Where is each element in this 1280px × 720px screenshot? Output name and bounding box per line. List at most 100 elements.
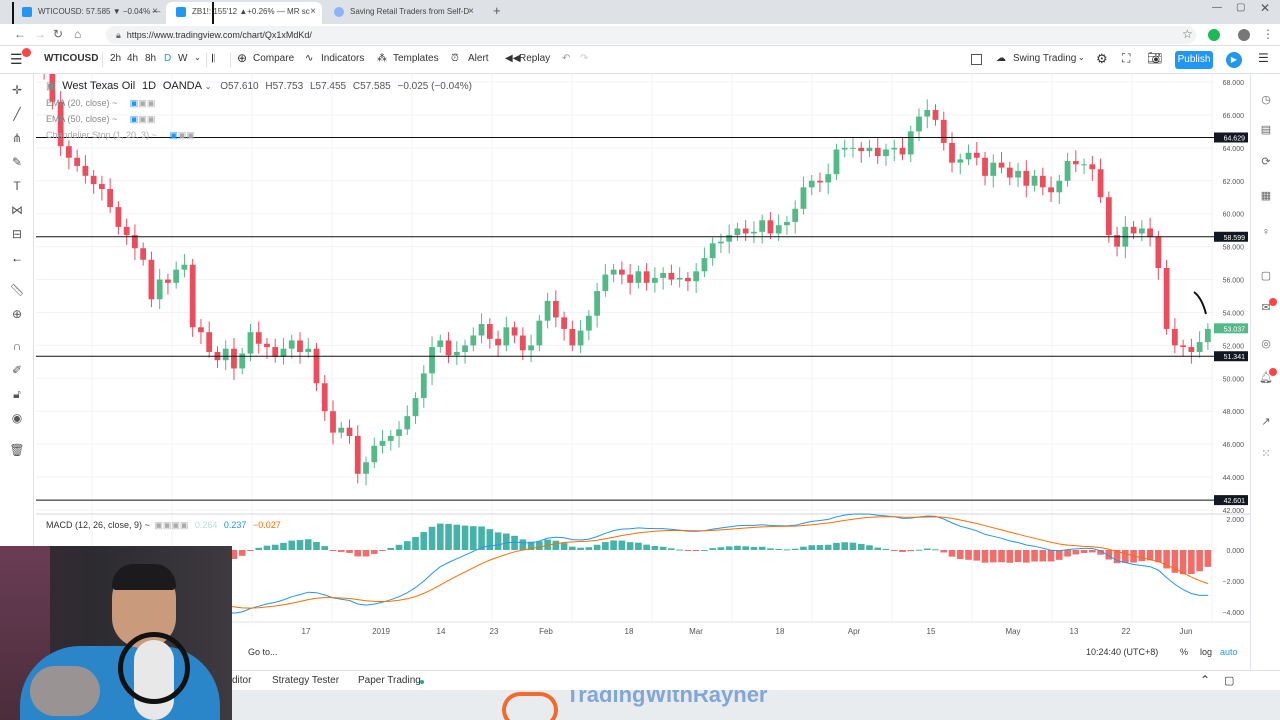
chat-icon[interactable]: ▢ [1260,270,1272,282]
hotlist-icon[interactable]: ⟳ [1261,156,1271,168]
window-maximize-icon[interactable]: ▢ [1236,2,1246,13]
window-minimize-icon[interactable]: — [1212,2,1222,13]
percent-scale-toggle[interactable]: % [1180,647,1189,657]
magnet-icon[interactable]: ∩ [12,339,22,353]
window-close-icon[interactable]: ✕ [1260,1,1271,15]
replay-icon[interactable]: ◀◀ [505,53,521,64]
study-settings-icon[interactable]: ▣▣ [138,98,156,108]
study-settings-icon[interactable]: ▣▣ [177,130,195,140]
study-controls-icon[interactable]: ▣ [169,130,178,140]
study-legend-chandelier[interactable]: Chandelier Stop (1, 20, 3) ~ ▣▣▣ [46,130,195,141]
tab-close-icon[interactable]: × [310,6,316,17]
cloud-icon[interactable]: ☁︎ [996,53,1006,64]
profile-avatar[interactable] [1238,29,1250,41]
fullscreen-checkbox-icon[interactable] [971,54,982,65]
interval-d[interactable]: D [164,53,172,64]
lock-icon[interactable]: 🔓︎ [13,387,21,401]
bookmark-star-icon[interactable]: ☆ [1182,27,1193,41]
symbol-search-input[interactable]: WTICOUSD [44,53,99,64]
home-icon[interactable]: ⌂ [74,27,82,41]
undo-icon[interactable]: ↶ [562,53,571,64]
back-arrow-icon[interactable]: ← [11,251,23,265]
browser-tab-3[interactable]: Saving Retail Traders from Self-D × [324,2,480,24]
fullscreen-icon[interactable]: ⛶ [1122,51,1131,65]
trend-line-icon[interactable]: ╱ [13,107,21,121]
collapse-panel-icon[interactable]: ⌃ [1200,673,1211,687]
hamburger-menu-icon[interactable]: ☰ [10,51,23,67]
timezone-clock[interactable]: 10:24:40 (UTC+8) [1086,647,1159,657]
back-arrow-icon[interactable]: ← [14,27,26,41]
eye-icon[interactable]: ◉ [11,411,23,425]
price-level-label: 51.341 [1224,354,1246,361]
live-stream-icon[interactable]: ▶ [1226,52,1242,68]
study-controls-icon[interactable]: ▣ [129,98,139,108]
tab-strategy-tester[interactable]: Strategy Tester [272,675,340,686]
zoom-in-icon[interactable]: ⊕ [11,307,23,321]
pattern-icon[interactable]: ⋈ [11,203,23,217]
clock-icon[interactable]: ◷ [1261,94,1271,106]
indicators-button[interactable]: Indicators [321,53,365,64]
tab-paper-trading[interactable]: Paper Trading [358,675,421,686]
apps-grid-icon[interactable]: ⁙ [1261,448,1271,460]
reload-icon[interactable]: ↻ [53,27,64,41]
broadcast-icon[interactable]: ◎ [1261,338,1271,350]
crosshair-icon[interactable]: ✛ [11,83,23,97]
messages-icon[interactable]: ✉︎ [1261,302,1271,314]
compare-button[interactable]: Compare [253,53,295,64]
study-settings-icon[interactable]: ▣▣ [138,114,156,124]
indicators-icon[interactable]: ∿ [305,53,314,64]
collapse-legend-icon[interactable]: ▣ [46,81,56,92]
study-settings-icon[interactable]: ▣▣▣▣ [154,520,189,530]
text-icon[interactable]: T [13,179,21,193]
macd-legend[interactable]: MACD (12, 26, close, 9) ~ ▣▣▣▣ 0.264 0.2… [46,520,281,531]
layout-name-button[interactable]: Swing Trading [1013,53,1077,64]
tab-pine-editor[interactable]: ditor [232,675,252,686]
interval-w[interactable]: W [178,53,188,64]
chart-trend-icon[interactable]: ↗ [1261,416,1271,428]
tab-close-icon[interactable]: × [468,6,474,17]
prediction-icon[interactable]: ⊟ [11,227,23,241]
ruler-icon[interactable]: 📏︎ [9,283,25,297]
interval-8h[interactable]: 8h [145,53,157,64]
chart-style-candles-icon[interactable]: 𝄃 [212,53,215,65]
browser-tab-1[interactable]: WTICOUSD: 57.585 ▼ −0.04% — × [12,2,164,24]
pitchfork-icon[interactable]: ⋔ [11,131,23,145]
broker-dropdown-icon[interactable]: ⌄ [204,82,212,91]
browser-menu-icon[interactable]: ⋮ [1262,27,1274,41]
tab-close-icon[interactable]: × [152,6,158,17]
maximize-panel-icon[interactable]: ▢ [1224,675,1235,687]
browser-tab-2[interactable]: ZB1!: 155'12 ▲+0.26% — MR sc × [166,2,322,24]
idea-bulb-icon[interactable]: ♀ [1261,226,1271,238]
trash-icon[interactable]: 🗑︎ [9,443,25,457]
layout-dropdown-icon[interactable]: ⌄ [1078,53,1085,62]
interval-dropdown-icon[interactable]: ⌄ [194,53,201,62]
macd-histogram-bar [1072,550,1080,555]
templates-button[interactable]: Templates [393,53,439,64]
study-controls-icon[interactable]: ▣ [129,114,139,124]
goto-date-button[interactable]: Go to... [248,647,278,657]
calendar-icon[interactable]: ▦ [1260,190,1272,202]
replay-button[interactable]: Replay [519,53,551,64]
study-legend-ema20[interactable]: EMA (20, close) ~ ▣▣▣ [46,98,155,109]
publish-button[interactable]: Publish [1175,51,1213,69]
redo-icon[interactable]: ↷ [580,53,589,64]
watchlist-icon[interactable]: ☰ [1258,51,1269,65]
interval-2h[interactable]: 2h [110,53,122,64]
url-input[interactable]: 🔒︎ https://www.tradingview.com/chart/Qx1x… [106,26,1196,44]
templates-icon[interactable]: ⁂ [377,53,387,64]
auto-scale-toggle[interactable]: auto [1220,647,1238,657]
brush-icon[interactable]: ✎ [11,155,23,169]
camera-snapshot-icon[interactable]: 📷︎ [1147,51,1163,65]
stay-in-drawing-icon[interactable]: ✐ [11,363,23,377]
compare-plus-icon[interactable]: ⊕ [237,51,248,65]
interval-4h[interactable]: 4h [127,53,139,64]
log-scale-toggle[interactable]: log [1200,647,1213,657]
extension-icon[interactable] [1208,29,1220,41]
forward-arrow-icon[interactable]: → [34,27,46,41]
new-tab-button[interactable]: + [493,3,501,18]
settings-gear-icon[interactable]: ⚙︎ [1096,51,1108,66]
alert-clock-icon[interactable]: ⏰︎ [451,53,459,64]
alert-button[interactable]: Alert [468,53,489,64]
news-icon[interactable]: ▤ [1260,124,1272,136]
study-legend-ema50[interactable]: EMA (50, close) ~ ▣▣▣ [46,114,155,125]
